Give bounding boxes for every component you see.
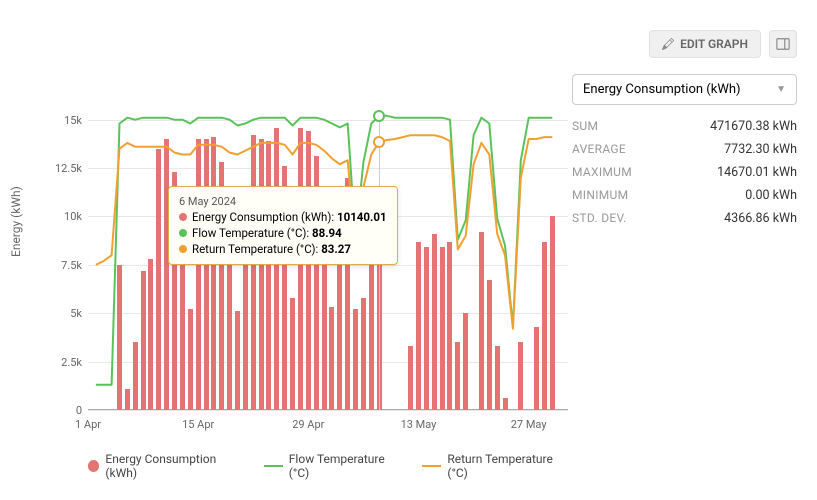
legend-label: Flow Temperature (°C) bbox=[289, 452, 403, 480]
tooltip-label: Flow Temperature (°C): 88.94 bbox=[192, 226, 342, 240]
stat-row: AVERAGE 7732.30 kWh bbox=[572, 138, 797, 161]
stats-panel: SUM 471670.38 kWh AVERAGE 7732.30 kWh MAXIMU… bbox=[572, 115, 797, 230]
tooltip-label: Energy Consumption (kWh): 10140.01 bbox=[192, 210, 387, 224]
legend: Energy Consumption (kWh) Flow Temperature… bbox=[88, 452, 570, 480]
y-tick-label: 7.5k bbox=[42, 259, 82, 272]
x-tick-label: 1 Apr bbox=[75, 418, 101, 431]
stat-label: SUM bbox=[572, 119, 598, 134]
flow-marker bbox=[373, 110, 385, 122]
stat-label: AVERAGE bbox=[572, 142, 626, 157]
stat-value: 4366.86 kWh bbox=[724, 211, 797, 226]
stat-value: 0.00 kWh bbox=[745, 188, 797, 203]
tooltip-label: Return Temperature (°C): 83.27 bbox=[192, 242, 351, 256]
stat-label: MAXIMUM bbox=[572, 165, 632, 180]
return-marker bbox=[373, 136, 385, 148]
stat-label: MINIMUM bbox=[572, 188, 628, 203]
panel-toggle-icon bbox=[776, 37, 790, 51]
y-tick-label: 10k bbox=[42, 210, 82, 223]
stat-value: 14670.01 kWh bbox=[717, 165, 797, 180]
tooltip-row: Flow Temperature (°C): 88.94 bbox=[179, 226, 387, 240]
edit-graph-button[interactable]: EDIT GRAPH bbox=[649, 30, 761, 58]
legend-item: Energy Consumption (kWh) bbox=[88, 452, 244, 480]
legend-item: Return Temperature (°C) bbox=[422, 452, 570, 480]
stat-row: STD. DEV. 4366.86 kWh bbox=[572, 207, 797, 230]
x-tick-label: 13 May bbox=[401, 418, 437, 431]
y-tick-label: 2.5k bbox=[42, 356, 82, 369]
y-tick-label: 0 bbox=[42, 404, 82, 417]
grid-line bbox=[88, 410, 568, 411]
tooltip-dot bbox=[179, 229, 187, 237]
stat-row: MINIMUM 0.00 kWh bbox=[572, 184, 797, 207]
y-tick-label: 5k bbox=[42, 307, 82, 320]
x-tick-label: 15 Apr bbox=[182, 418, 214, 431]
dropdown-selected: Energy Consumption (kWh) bbox=[583, 82, 741, 97]
edit-graph-label: EDIT GRAPH bbox=[680, 37, 748, 51]
metric-dropdown[interactable]: Energy Consumption (kWh) ▼ bbox=[572, 74, 797, 105]
panel-toggle-button[interactable] bbox=[769, 30, 797, 58]
stat-value: 471670.38 kWh bbox=[710, 119, 797, 134]
tooltip-dot bbox=[179, 213, 187, 221]
tooltip-dot bbox=[179, 245, 187, 253]
stat-label: STD. DEV. bbox=[572, 211, 627, 226]
legend-swatch bbox=[422, 465, 441, 467]
tooltip: 6 May 2024 Energy Consumption (kWh): 1014… bbox=[168, 186, 398, 265]
legend-label: Energy Consumption (kWh) bbox=[105, 452, 243, 480]
stat-row: MAXIMUM 14670.01 kWh bbox=[572, 161, 797, 184]
chevron-down-icon: ▼ bbox=[776, 84, 786, 95]
y-tick-label: 12.5k bbox=[42, 162, 82, 175]
legend-swatch bbox=[264, 465, 283, 467]
stat-row: SUM 471670.38 kWh bbox=[572, 115, 797, 138]
tooltip-date: 6 May 2024 bbox=[179, 195, 387, 208]
plot-area[interactable]: 6 May 2024 Energy Consumption (kWh): 1014… bbox=[88, 110, 568, 410]
x-tick-label: 29 Apr bbox=[292, 418, 324, 431]
y-tick-label: 15k bbox=[42, 114, 82, 127]
chart: Energy (kWh) 6 May 2024Energy Consumptio… bbox=[30, 100, 570, 480]
x-tick-label: 27 May bbox=[511, 418, 547, 431]
tooltip-row: Return Temperature (°C): 83.27 bbox=[179, 242, 387, 256]
stat-value: 7732.30 kWh bbox=[724, 142, 797, 157]
y-axis-label: Energy (kWh) bbox=[9, 186, 23, 257]
tooltip-row: Energy Consumption (kWh): 10140.01 bbox=[179, 210, 387, 224]
legend-swatch bbox=[88, 460, 99, 472]
legend-label: Return Temperature (°C) bbox=[447, 452, 570, 480]
legend-item: Flow Temperature (°C) bbox=[264, 452, 403, 480]
pencil-icon bbox=[662, 38, 674, 50]
